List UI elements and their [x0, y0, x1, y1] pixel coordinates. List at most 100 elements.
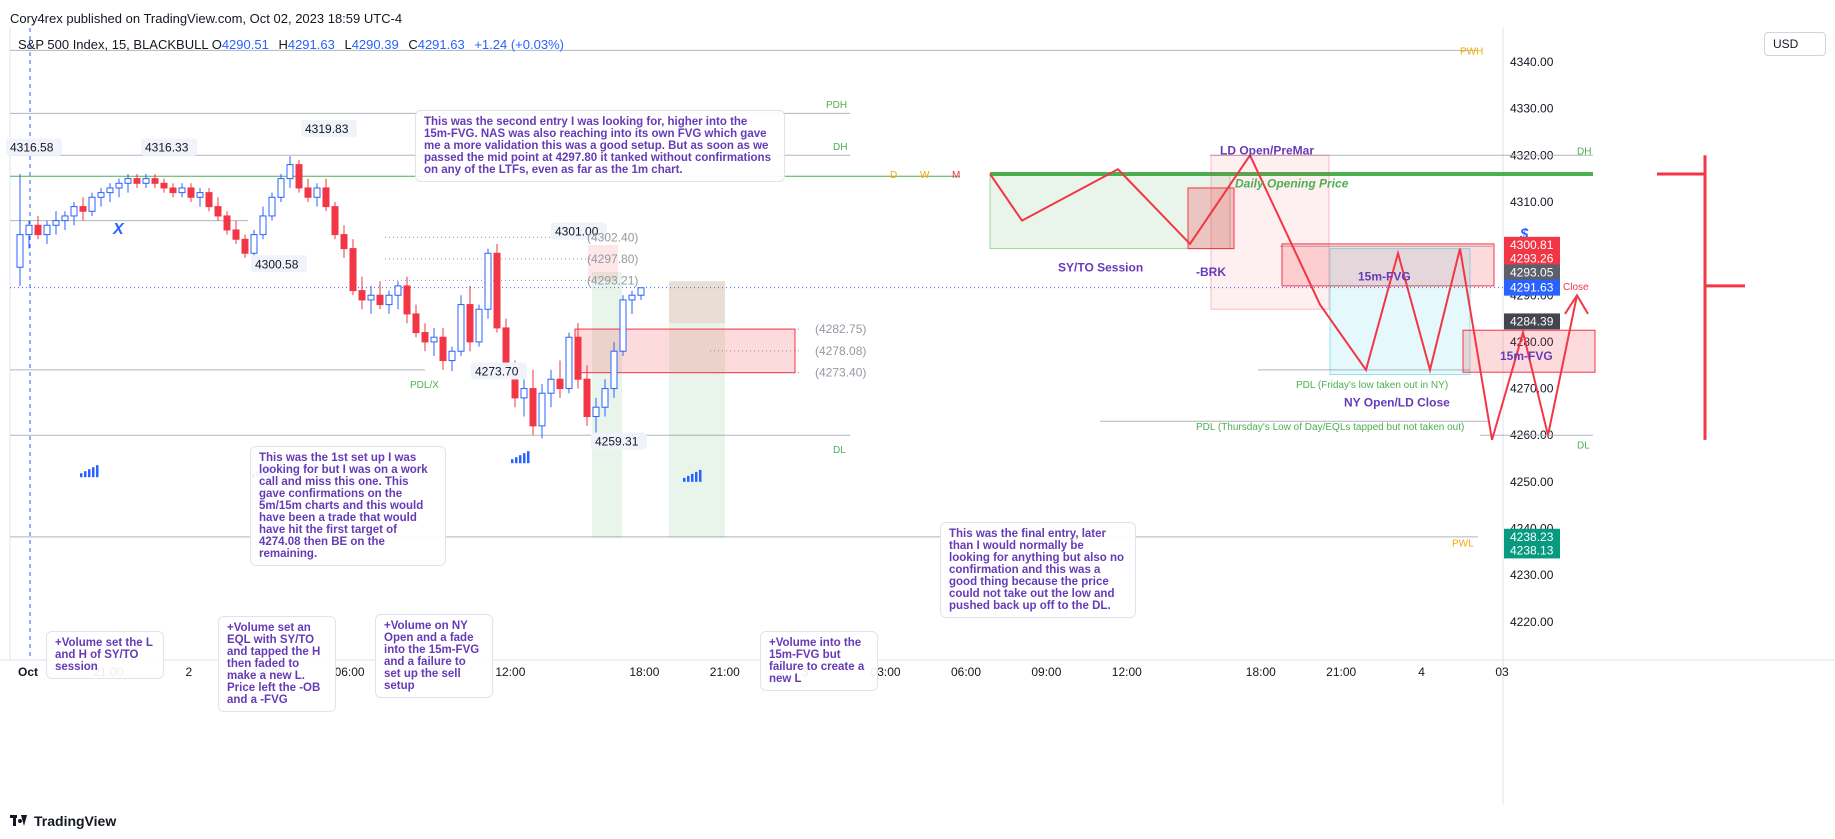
candle-down [583, 378, 591, 418]
price-label-box [591, 432, 647, 450]
symbol-name: S&P 500 Index, 15, BLACKBULL [18, 37, 209, 52]
level-label: (4273.40) [815, 366, 866, 380]
volume-icon [84, 471, 87, 478]
candle-down [439, 336, 447, 362]
candle-up [457, 304, 465, 352]
close-label: C [408, 37, 418, 52]
candle-up [628, 294, 636, 301]
candle-down [529, 388, 537, 427]
volume-icon [699, 469, 702, 482]
candle-down [340, 234, 348, 250]
price-badge-label: 4238.13 [1510, 543, 1554, 557]
price-label: 4316.33 [145, 141, 189, 155]
candle-down [304, 187, 312, 198]
open-value: 4290.51 [221, 37, 269, 52]
candle-up [61, 215, 69, 222]
brk-box [1187, 187, 1235, 250]
candle-up [367, 294, 375, 301]
y-tick-label: 4250.00 [1510, 475, 1554, 489]
y-tick-label: 4340.00 [1510, 55, 1554, 69]
x-tick-label: 12:00 [495, 665, 525, 679]
candle-down [187, 187, 195, 198]
top-bar: Cory4rex published on TradingView.com, O… [0, 0, 1835, 34]
x-tick-label: 21:00 [1326, 665, 1356, 679]
candle-down [466, 304, 474, 343]
candle-up [115, 182, 123, 189]
level-label: (4282.75) [815, 322, 866, 336]
candle-down [160, 182, 168, 189]
diagram-label: Daily Opening Price [1235, 176, 1349, 190]
change-value: +1.24 (+0.03%) [474, 37, 564, 52]
ny-zone-2 [669, 281, 725, 538]
candle-down [349, 248, 357, 292]
candle-down [214, 206, 222, 217]
price-label-box [551, 222, 607, 240]
candle-up [196, 192, 204, 198]
volume-icon [523, 453, 526, 464]
diagram-label: -BRK [1196, 265, 1226, 279]
candle-up [520, 388, 528, 399]
note-first-setup: This was the 1st set up I was looking fo… [250, 446, 446, 566]
candle-up [610, 350, 618, 390]
diagram-label: PDL (Friday's low taken out in NY) [1296, 380, 1448, 391]
diagram-label: NY Open/LD Close [1344, 396, 1450, 410]
diagram-label: SY/TO Session [1058, 260, 1143, 274]
candle-up [70, 206, 78, 217]
candle-down [295, 164, 303, 189]
candle-up [565, 336, 573, 390]
y-tick-label: 4220.00 [1510, 615, 1554, 629]
price-badge-label: 4300.81 [1510, 238, 1554, 252]
line-label: PWH [1460, 46, 1483, 57]
price-badge-label: 4293.26 [1510, 251, 1554, 265]
price-badge-label: 4291.63 [1510, 281, 1554, 295]
candle-up [124, 178, 132, 184]
ny-open-box [1329, 248, 1471, 376]
currency-selector[interactable]: USD [1764, 32, 1826, 56]
line-label: DH [833, 142, 847, 153]
candle-up [484, 252, 492, 310]
candle-up [601, 388, 609, 408]
diagram-line-label: DL [1577, 441, 1590, 452]
candle-up [385, 294, 393, 306]
diagram-fvg-box-2 [1462, 329, 1596, 373]
candle-down [79, 206, 87, 212]
note-volume-sy-to: +Volume set the L and H of SY/TO session [46, 631, 164, 679]
candle-down [133, 178, 141, 184]
line-label: PWL [1452, 538, 1474, 549]
candle-down [331, 206, 339, 236]
price-label: 4273.70 [475, 365, 519, 379]
fvg-zone-top [588, 244, 618, 282]
chart-area[interactable]: 4340.004330.004320.004310.004300.004290.… [0, 28, 1835, 804]
price-chart[interactable]: 4340.004330.004320.004310.004300.004290.… [0, 28, 1835, 804]
candle-up [43, 224, 51, 236]
candle-up [286, 164, 294, 180]
candle-up [547, 378, 555, 394]
candle-up [97, 192, 105, 198]
volume-icon [691, 473, 694, 482]
x-tick-label: 12:00 [1112, 665, 1142, 679]
price-label: 4319.83 [305, 122, 349, 136]
note-volume-ny-open: +Volume on NY Open and a fade into the 1… [375, 614, 493, 698]
footer-brand[interactable]: TradingView [10, 813, 116, 829]
price-badge [1504, 250, 1560, 267]
x-tick-label: 06:00 [335, 665, 365, 679]
line-label: DL [833, 445, 846, 456]
volume-icon [683, 477, 686, 482]
price-label: 4301.00 [555, 225, 599, 239]
candle-down [169, 187, 177, 194]
publisher-line: Cory4rex published on TradingView.com, O… [10, 11, 403, 26]
candle-up [52, 220, 60, 226]
x-tick-label: 18:00 [1246, 665, 1276, 679]
diagram-label: 15m-FVG [1500, 349, 1553, 363]
volume-icon [80, 473, 83, 478]
volume-icon [687, 475, 690, 482]
note-volume-15m-fvg: +Volume into the 15m-FVG but failure to … [760, 631, 878, 691]
candle-down [574, 336, 582, 380]
candle-down [205, 192, 213, 208]
price-badge [1504, 264, 1560, 281]
candle-up [259, 215, 267, 236]
price-label-box [471, 362, 527, 380]
level-label: (4293.21) [587, 273, 638, 287]
price-badge [1504, 313, 1560, 330]
y-tick-label: 4330.00 [1510, 102, 1554, 116]
